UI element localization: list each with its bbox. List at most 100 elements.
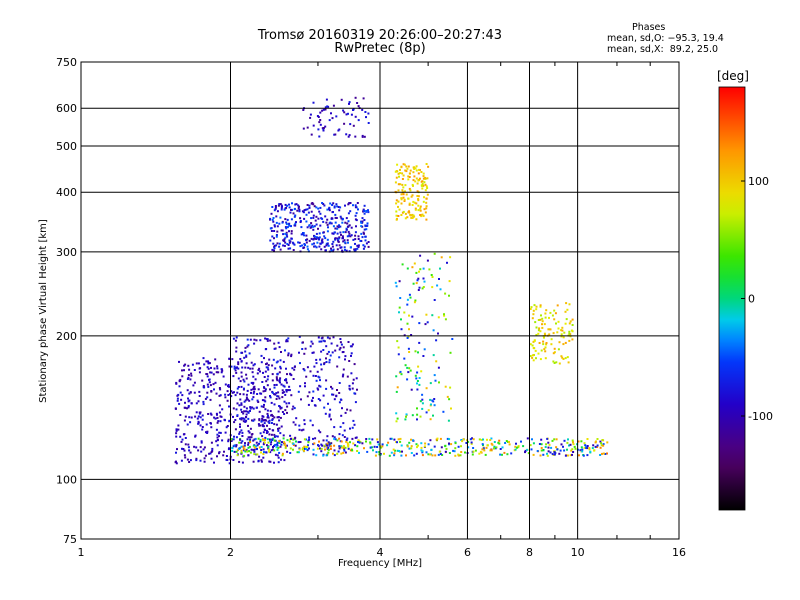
echo-point [294,436,297,439]
echo-point [297,441,300,444]
echo-point [495,446,498,449]
echo-point [395,214,398,217]
echo-point [573,445,576,448]
echo-point [307,403,310,406]
echo-point [284,236,287,239]
echo-point [602,452,605,455]
colorbar-tick-label: -100 [748,410,773,423]
echo-point [203,446,206,449]
echo-point [400,214,403,216]
echo-point [547,450,550,453]
echo-point [545,342,548,344]
echo-point [413,454,416,457]
echo-point [417,199,420,202]
echo-point [260,459,263,462]
echo-point [430,274,433,276]
echo-point [395,420,398,423]
echo-point [252,392,255,395]
echo-point [187,364,190,367]
echo-point [187,406,190,409]
echo-point [262,371,264,374]
echo-point [433,252,436,255]
echo-point [285,234,288,236]
echo-point [402,193,405,196]
echo-point [347,444,350,447]
echo-point [208,452,211,455]
echo-point [358,451,360,454]
colorbar [718,86,746,511]
echo-point [225,455,228,457]
echo-point [449,256,452,259]
echo-point [411,266,414,269]
echo-point [190,372,193,375]
echo-point [186,423,189,426]
echo-point [398,450,401,452]
echo-point [549,451,552,454]
echo-point [256,372,259,375]
echo-point [216,416,219,419]
echo-point [220,371,223,374]
echo-point [223,450,225,453]
echo-point [556,448,559,451]
echo-point [558,341,561,344]
echo-point [264,337,267,340]
echo-point [599,454,602,456]
echo-point [517,446,520,449]
echo-point [326,435,329,438]
echo-point [424,183,427,186]
echo-point [262,431,265,434]
echo-point [263,451,265,454]
echo-point [287,354,290,357]
echo-point [263,376,266,378]
echo-point [529,444,532,447]
echo-point [416,388,419,391]
echo-point [238,441,241,444]
echo-point [326,223,329,226]
echo-point [415,218,418,221]
echo-point [557,327,560,330]
echo-point [328,358,331,361]
echo-point [265,338,268,341]
echo-point [408,314,410,317]
echo-point [281,411,284,413]
echo-point [390,437,393,440]
echo-point [176,399,179,402]
echo-point [543,323,546,326]
echo-point [346,235,349,238]
x-tick-label: 8 [526,546,533,559]
echo-point [560,355,563,358]
echo-point [263,422,266,425]
echo-point [249,441,252,444]
echo-point [411,315,414,318]
echo-point [544,357,547,360]
echo-point [361,220,364,223]
echo-point [395,176,398,179]
echo-point [403,357,406,360]
echo-point [281,454,284,457]
echo-point [289,372,292,375]
echo-point [252,396,255,399]
echo-point [448,452,451,454]
echo-point [351,343,354,346]
echo-point [585,445,587,448]
echo-point [386,444,389,447]
echo-point [445,447,448,450]
echo-point [260,361,263,364]
echo-point [549,328,552,331]
echo-point [310,222,313,225]
echo-point [535,357,537,360]
echo-point [333,444,336,447]
echo-point [301,447,304,449]
echo-point [400,444,403,447]
echo-point [336,344,339,347]
echo-point [426,259,429,262]
echo-point [317,429,320,432]
echo-point [329,202,332,205]
echo-point [280,406,283,409]
echo-point [281,441,283,444]
echo-point [410,447,413,450]
echo-point [354,206,357,209]
echo-point [324,412,327,415]
echo-point [266,424,268,427]
echo-point [350,354,352,357]
